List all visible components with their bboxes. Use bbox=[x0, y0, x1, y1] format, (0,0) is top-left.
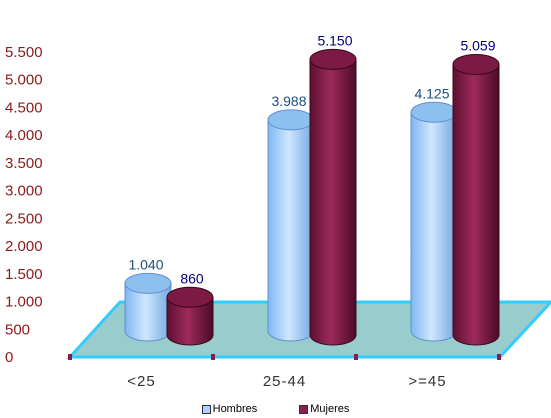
bar-top bbox=[166, 286, 214, 308]
y-tick-label: 5.000 bbox=[5, 72, 43, 89]
y-tick-label: 1.500 bbox=[5, 266, 43, 283]
bar-body bbox=[166, 296, 214, 346]
legend-label-series-1: Mujeres bbox=[310, 403, 350, 415]
bar-top bbox=[410, 101, 458, 123]
bar-top bbox=[309, 48, 357, 70]
legend-swatch-series-1 bbox=[299, 404, 309, 414]
bar-top bbox=[124, 272, 172, 294]
data-label: 4.125 bbox=[414, 85, 449, 101]
x-tick-mark bbox=[211, 354, 215, 360]
y-tick-label: 3.000 bbox=[5, 183, 43, 200]
bar-body bbox=[410, 111, 458, 342]
y-tick-label: 5.500 bbox=[5, 44, 43, 61]
x-tick-mark bbox=[68, 354, 72, 360]
bar-body bbox=[452, 63, 500, 346]
data-label: 5.150 bbox=[317, 32, 352, 48]
x-tick-mark bbox=[354, 354, 358, 360]
bar bbox=[166, 286, 214, 346]
bar-body bbox=[267, 119, 315, 342]
bar bbox=[124, 272, 172, 342]
data-label: 3.988 bbox=[271, 93, 306, 109]
x-tick-label: 25-44 bbox=[263, 373, 306, 390]
data-label: 5.059 bbox=[460, 37, 495, 53]
legend-item-series-1: Mujeres bbox=[299, 400, 349, 418]
bar bbox=[452, 53, 500, 346]
bar bbox=[410, 101, 458, 342]
bar-body bbox=[309, 58, 357, 346]
bar bbox=[309, 48, 357, 346]
y-tick-label: 500 bbox=[5, 321, 30, 338]
y-tick-label: 4.500 bbox=[5, 99, 43, 116]
x-tick-label: >=45 bbox=[408, 373, 446, 390]
y-tick-label: 2.000 bbox=[5, 238, 43, 255]
y-tick-label: 0 bbox=[5, 349, 13, 366]
y-tick-label: 1.000 bbox=[5, 294, 43, 311]
y-tick-label: 4.000 bbox=[5, 127, 43, 144]
bar-top bbox=[267, 109, 315, 131]
legend-label-series-0: Hombres bbox=[212, 403, 258, 415]
data-label: 860 bbox=[180, 270, 204, 286]
legend-swatch-series-0 bbox=[201, 404, 211, 414]
y-tick-label: 3.500 bbox=[5, 155, 43, 172]
data-label: 1.040 bbox=[128, 256, 163, 272]
legend-item-series-0: Hombres bbox=[201, 400, 258, 418]
x-tick-mark bbox=[497, 354, 501, 360]
bar-top bbox=[452, 53, 500, 75]
bar bbox=[267, 109, 315, 342]
x-tick-label: <25 bbox=[127, 373, 155, 390]
legend: Hombres Mujeres bbox=[0, 400, 551, 418]
y-tick-label: 2.500 bbox=[5, 210, 43, 227]
